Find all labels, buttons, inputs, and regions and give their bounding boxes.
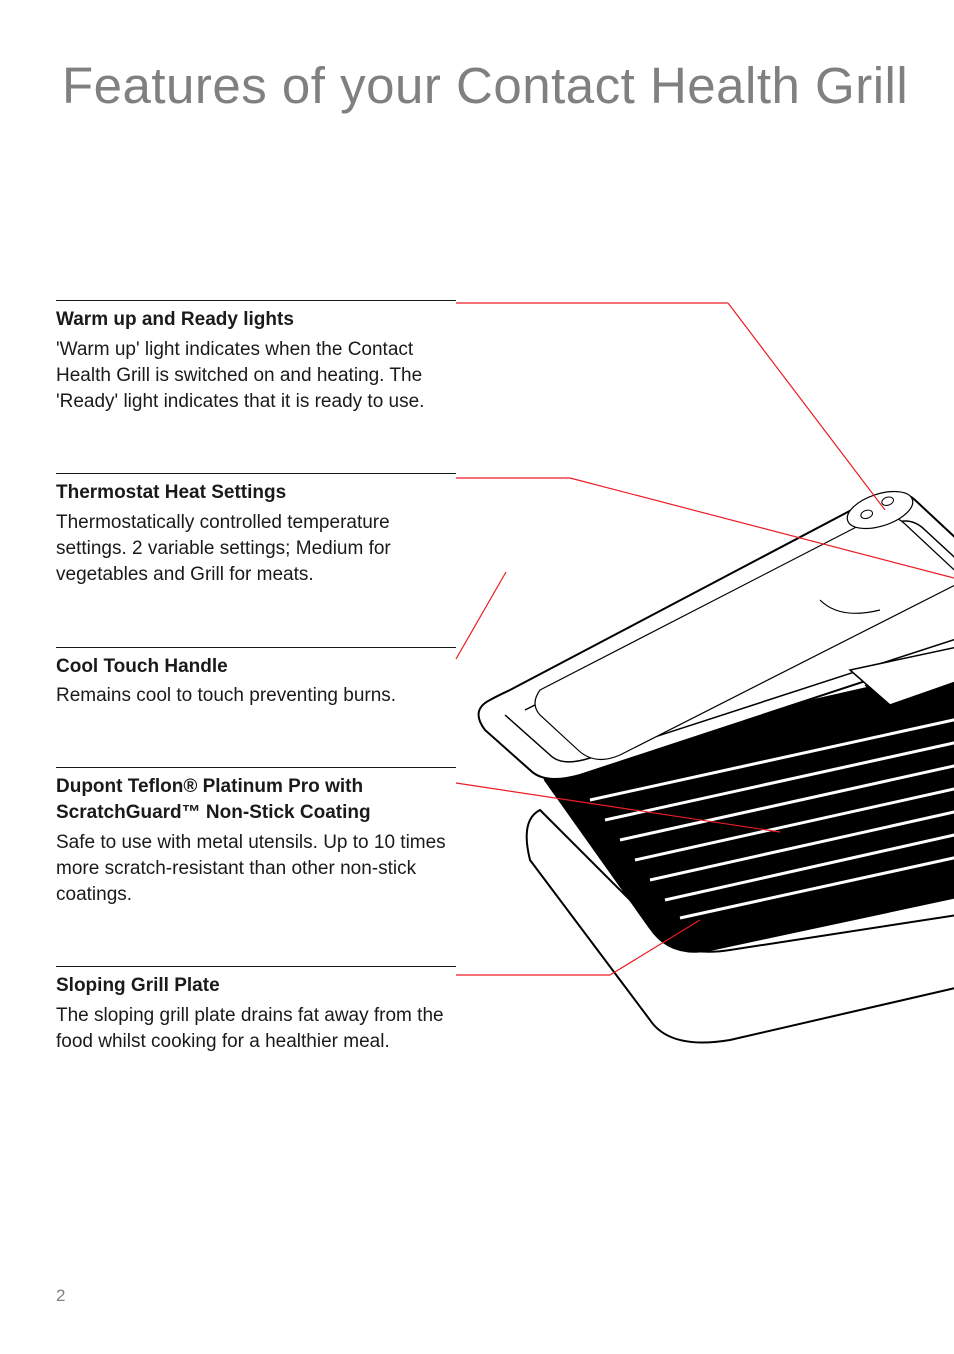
feature-desc: The sloping grill plate drains fat away …: [56, 1003, 456, 1055]
page-title: Features of your Contact Health Grill: [62, 56, 924, 115]
feature-desc: Remains cool to touch preventing burns.: [56, 683, 456, 709]
feature-block: Warm up and Ready lights 'Warm up' light…: [56, 300, 456, 415]
feature-title: Sloping Grill Plate: [56, 973, 456, 999]
feature-desc: 'Warm up' light indicates when the Conta…: [56, 337, 456, 416]
features-column: Warm up and Ready lights 'Warm up' light…: [56, 300, 456, 1113]
feature-title: Warm up and Ready lights: [56, 307, 456, 333]
feature-block: Dupont Teflon® Platinum Pro with Scratch…: [56, 767, 456, 908]
feature-block: Sloping Grill Plate The sloping grill pl…: [56, 966, 456, 1055]
feature-title: Thermostat Heat Settings: [56, 480, 456, 506]
feature-desc: Thermostatically controlled temperature …: [56, 510, 456, 589]
grill-illustration: [470, 460, 954, 1080]
feature-title: Cool Touch Handle: [56, 654, 456, 680]
feature-block: Cool Touch Handle Remains cool to touch …: [56, 647, 456, 710]
page-number: 2: [56, 1286, 65, 1306]
feature-block: Thermostat Heat Settings Thermostaticall…: [56, 473, 456, 588]
feature-desc: Safe to use with metal utensils. Up to 1…: [56, 830, 456, 909]
feature-title: Dupont Teflon® Platinum Pro with Scratch…: [56, 774, 456, 825]
